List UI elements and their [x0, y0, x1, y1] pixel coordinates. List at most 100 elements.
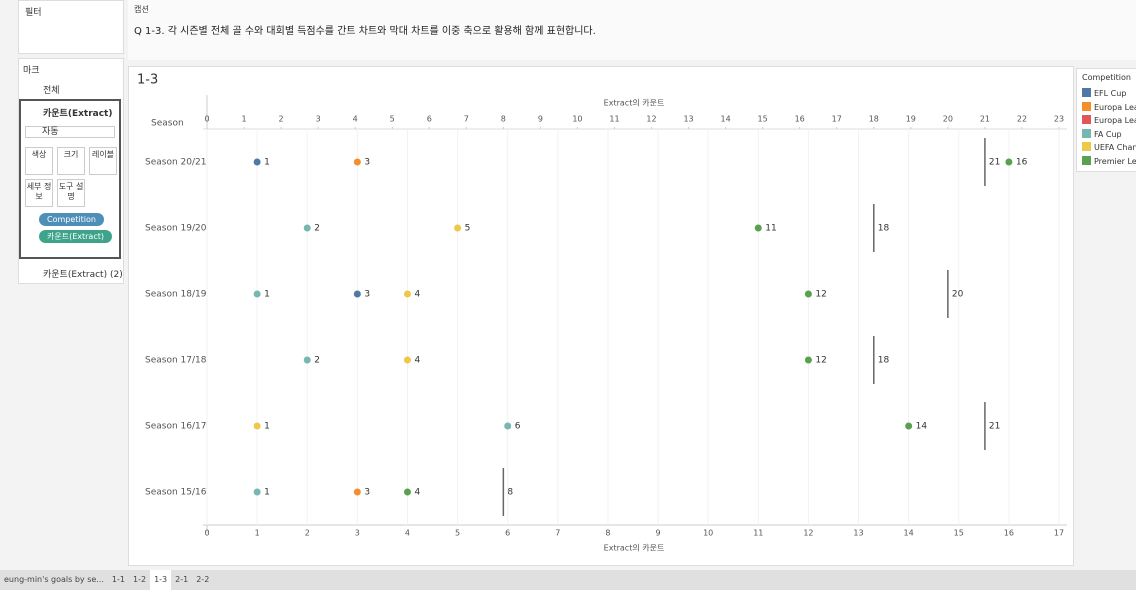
sheet-tab[interactable]: 1-1 [111, 575, 125, 584]
legend-entry[interactable]: Europa Lea [1082, 115, 1136, 125]
legend-label: Europa Lea [1094, 116, 1136, 125]
row-header: Season [151, 119, 184, 129]
x2-tick-label: 5 [390, 115, 395, 124]
dot [403, 290, 411, 298]
x-tick-label: 15 [954, 529, 964, 538]
dot [754, 224, 762, 232]
legend-entry[interactable]: UEFA Chan [1082, 142, 1136, 152]
filters-card: 필터 [18, 0, 124, 54]
x2-tick-label: 23 [1054, 115, 1064, 124]
dot [353, 158, 361, 166]
x-tick-label: 2 [305, 529, 310, 538]
legend-entry[interactable]: EFL Cup [1082, 88, 1126, 98]
x2-tick-label: 15 [758, 115, 768, 124]
row-label: Season 15/16 [145, 488, 207, 498]
dot [804, 356, 812, 364]
data-label: 4 [414, 290, 420, 300]
pill[interactable]: 카운트(Extract) [39, 230, 112, 243]
data-label: 3 [364, 488, 370, 498]
x2-tick-label: 7 [464, 115, 469, 124]
data-label: 1 [264, 488, 270, 498]
x2-tick-label: 16 [795, 115, 805, 124]
legend-label: UEFA Chan [1094, 143, 1136, 152]
data-label: 11 [765, 224, 776, 234]
legend-entry[interactable]: FA Cup [1082, 128, 1122, 139]
x2-tick-label: 17 [832, 115, 842, 124]
legend-swatch [1082, 115, 1091, 124]
data-label: 6 [515, 422, 521, 432]
legend-label: EFL Cup [1094, 89, 1127, 98]
row-label: Season 19/20 [145, 224, 207, 234]
data-label: 12 [815, 356, 826, 366]
dot [253, 158, 261, 166]
caption-text: Q 1-3. 각 시즌별 전체 골 수와 대회별 득점수를 간트 차트와 막대 … [134, 26, 596, 37]
marks-title: 마크 [23, 66, 40, 76]
dot [403, 356, 411, 364]
sheet-tab[interactable]: 2-1 [175, 575, 189, 584]
row-label: Season 17/18 [145, 356, 207, 366]
data-label: 18 [878, 356, 890, 366]
legend-swatch [1082, 142, 1091, 151]
x-axis-label: Extract의 카운트 [604, 543, 665, 553]
x2-tick-label: 3 [316, 115, 321, 124]
sheet-tab[interactable]: 2-2 [196, 575, 210, 584]
x2-tick-label: 12 [646, 115, 656, 124]
x2-tick-label: 8 [501, 115, 506, 124]
dot [353, 290, 361, 298]
legend-entry[interactable]: Europa Lea [1082, 101, 1136, 112]
color-button[interactable]: 색상 [25, 147, 53, 175]
label-button[interactable]: 레이블 [89, 147, 117, 175]
data-label: 2 [314, 224, 320, 234]
row-label: Season 18/19 [145, 290, 207, 300]
x-tick-label: 0 [204, 529, 209, 538]
sheet [128, 66, 1074, 566]
dot [253, 488, 261, 496]
sheet-tab[interactable]: 1-3 [150, 570, 172, 590]
marks-all[interactable]: 전체 [43, 86, 60, 96]
data-label: 21 [989, 422, 1000, 432]
x-tick-label: 16 [1004, 529, 1014, 538]
x-tick-label: 4 [405, 529, 410, 538]
size-button[interactable]: 크기 [57, 147, 85, 175]
x2-tick-label: 13 [683, 115, 693, 124]
data-label: 1 [264, 290, 270, 300]
mark-type[interactable]: 자동 [25, 126, 115, 138]
data-label: 18 [878, 224, 890, 234]
x-tick-label: 11 [753, 529, 763, 538]
x2-tick-label: 22 [1017, 115, 1027, 124]
marks-measure-2[interactable]: 카운트(Extract) (2) [43, 270, 123, 280]
data-label: 3 [364, 290, 370, 300]
x2-tick-label: 6 [427, 115, 432, 124]
x-tick-label: 7 [555, 529, 560, 538]
legend-entry[interactable]: Premier Le [1082, 155, 1136, 166]
legend-swatch [1082, 101, 1091, 111]
data-label: 5 [465, 224, 471, 234]
x-tick-label: 6 [505, 529, 510, 538]
detail-button[interactable]: 세부 정보 [25, 179, 53, 207]
dot [454, 224, 462, 232]
data-label: 4 [414, 356, 420, 366]
x-tick-label: 1 [255, 529, 260, 538]
x2-tick-label: 14 [721, 115, 731, 124]
sheet-tab[interactable]: eung-min's goals by se... [4, 575, 104, 584]
x2-tick-label: 20 [943, 115, 953, 124]
x-tick-label: 9 [656, 529, 661, 538]
x2-tick-label: 2 [279, 115, 284, 124]
x-tick-label: 10 [703, 529, 713, 538]
legend-title: Competition [1082, 73, 1131, 82]
data-label: 1 [264, 158, 270, 168]
legend-label: Premier Le [1094, 156, 1136, 166]
tooltip-button[interactable]: 도구 설명 [57, 179, 85, 207]
data-label: 4 [414, 488, 420, 498]
sheet-tab[interactable]: 1-2 [132, 575, 147, 584]
pill[interactable]: Competition [39, 213, 104, 226]
data-label: 3 [364, 158, 370, 168]
x-tick-label: 14 [904, 529, 914, 538]
data-label: 2 [314, 356, 320, 366]
marks-measure[interactable]: 카운트(Extract) [43, 109, 113, 119]
x2-tick-label: 21 [980, 115, 990, 124]
x2-tick-label: 4 [353, 115, 358, 124]
marks-card: 마크 전체 카운트(Extract) 자동 색상 크기 레이블 세부 정보 도구… [18, 58, 124, 284]
